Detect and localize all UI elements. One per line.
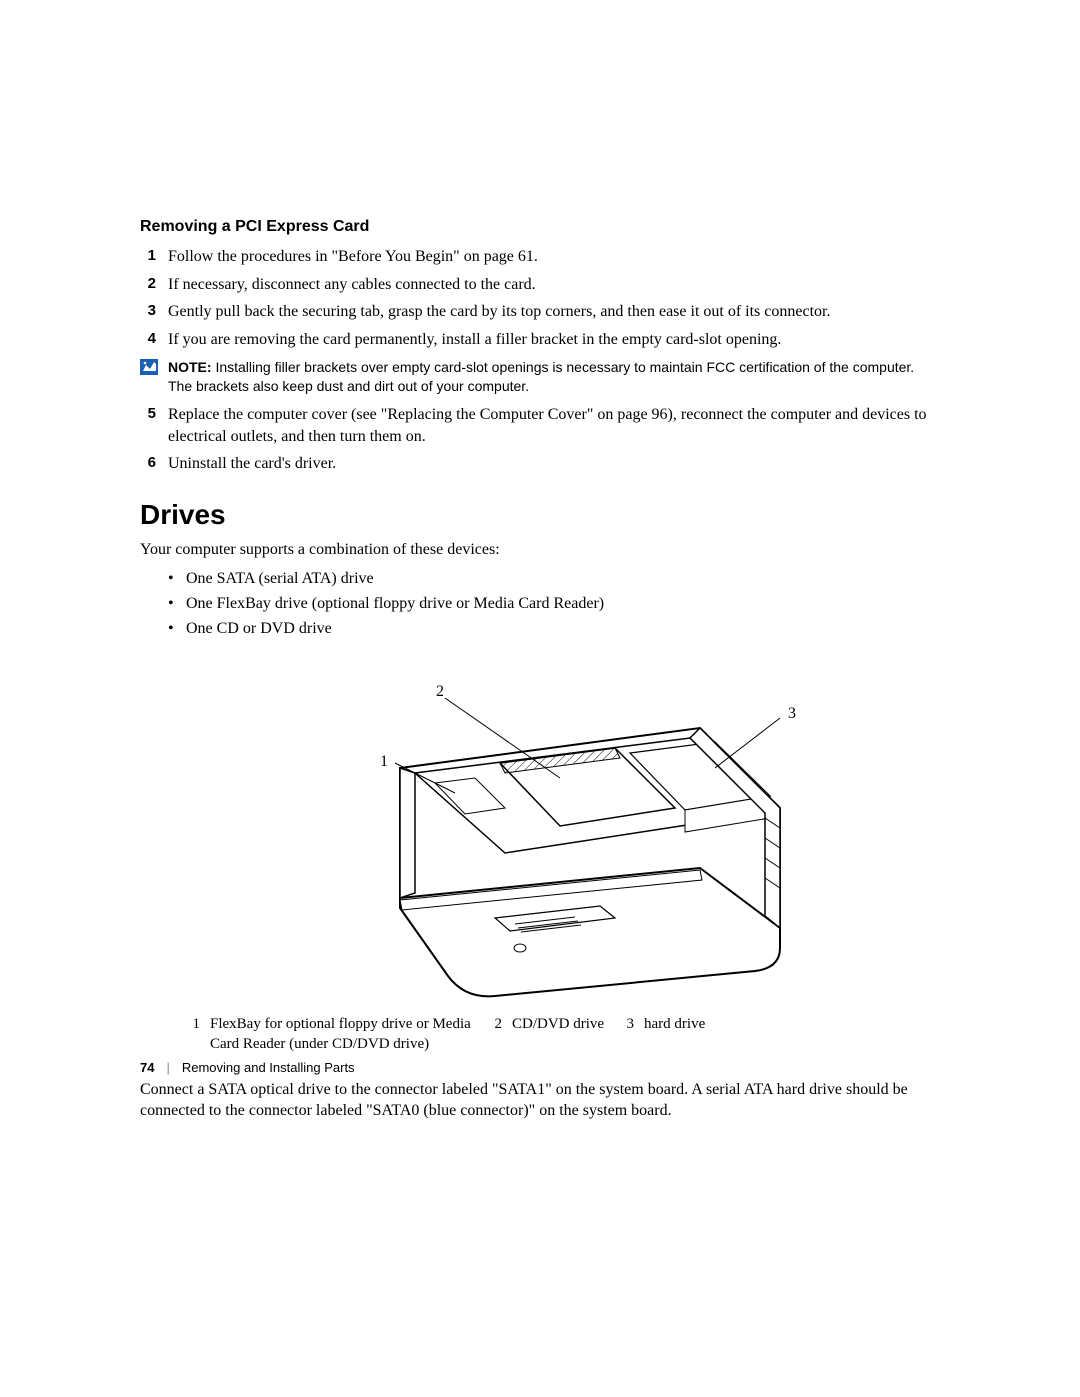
removal-steps-list: 1Follow the procedures in "Before You Be…	[140, 246, 940, 350]
figure-legend: 1 FlexBay for optional floppy drive or M…	[188, 1012, 736, 1061]
callout-3: 3	[788, 705, 796, 722]
step-text: If you are removing the card permanently…	[168, 329, 940, 351]
section-heading-drives: Drives	[140, 499, 940, 531]
removal-steps-list-cont: 5Replace the computer cover (see "Replac…	[140, 404, 940, 475]
callout-1: 1	[380, 753, 388, 770]
note-block: NOTE: Installing filler brackets over em…	[140, 358, 940, 396]
footer-separator: |	[166, 1060, 169, 1075]
legend-row: 1 FlexBay for optional floppy drive or M…	[190, 1014, 734, 1059]
step-text: Gently pull back the securing tab, grasp…	[168, 301, 940, 323]
step-2: 2If necessary, disconnect any cables con…	[140, 274, 940, 296]
legend-text: CD/DVD drive	[512, 1014, 622, 1059]
page-content: Removing a PCI Express Card 1Follow the …	[140, 218, 940, 1128]
step-number: 3	[140, 301, 168, 321]
step-6: 6Uninstall the card's driver.	[140, 453, 940, 475]
drives-intro-text: Your computer supports a combination of …	[140, 539, 940, 561]
legend-text: hard drive	[644, 1014, 734, 1059]
page-number: 74	[140, 1060, 154, 1075]
step-text: Follow the procedures in "Before You Beg…	[168, 246, 940, 268]
step-text: Uninstall the card's driver.	[168, 453, 940, 475]
drives-figure: 1 2 3	[140, 668, 940, 998]
note-label: NOTE:	[168, 359, 212, 375]
note-body: Installing filler brackets over empty ca…	[168, 359, 914, 394]
legend-num: 3	[624, 1014, 642, 1059]
bullet-item: One SATA (serial ATA) drive	[168, 567, 940, 590]
section-heading-removing-pci: Removing a PCI Express Card	[140, 218, 940, 236]
step-number: 4	[140, 329, 168, 349]
step-text: Replace the computer cover (see "Replaci…	[168, 404, 940, 447]
step-number: 2	[140, 274, 168, 294]
note-icon	[140, 358, 168, 375]
drives-bullet-list: One SATA (serial ATA) drive One FlexBay …	[168, 567, 940, 641]
bullet-item: One CD or DVD drive	[168, 617, 940, 640]
legend-num: 2	[492, 1014, 510, 1059]
note-text: NOTE: Installing filler brackets over em…	[168, 358, 940, 396]
step-5: 5Replace the computer cover (see "Replac…	[140, 404, 940, 447]
closing-paragraph: Connect a SATA optical drive to the conn…	[140, 1079, 940, 1122]
step-1: 1Follow the procedures in "Before You Be…	[140, 246, 940, 268]
step-number: 6	[140, 453, 168, 473]
step-text: If necessary, disconnect any cables conn…	[168, 274, 940, 296]
step-number: 5	[140, 404, 168, 424]
callout-2: 2	[436, 683, 444, 700]
legend-text: FlexBay for optional floppy drive or Med…	[210, 1014, 490, 1059]
bullet-item: One FlexBay drive (optional floppy drive…	[168, 592, 940, 615]
step-number: 1	[140, 246, 168, 266]
step-3: 3Gently pull back the securing tab, gras…	[140, 301, 940, 323]
footer-section-title: Removing and Installing Parts	[182, 1060, 355, 1075]
page-footer: 74 | Removing and Installing Parts	[140, 1060, 940, 1075]
step-4: 4If you are removing the card permanentl…	[140, 329, 940, 351]
legend-num: 1	[190, 1014, 208, 1059]
